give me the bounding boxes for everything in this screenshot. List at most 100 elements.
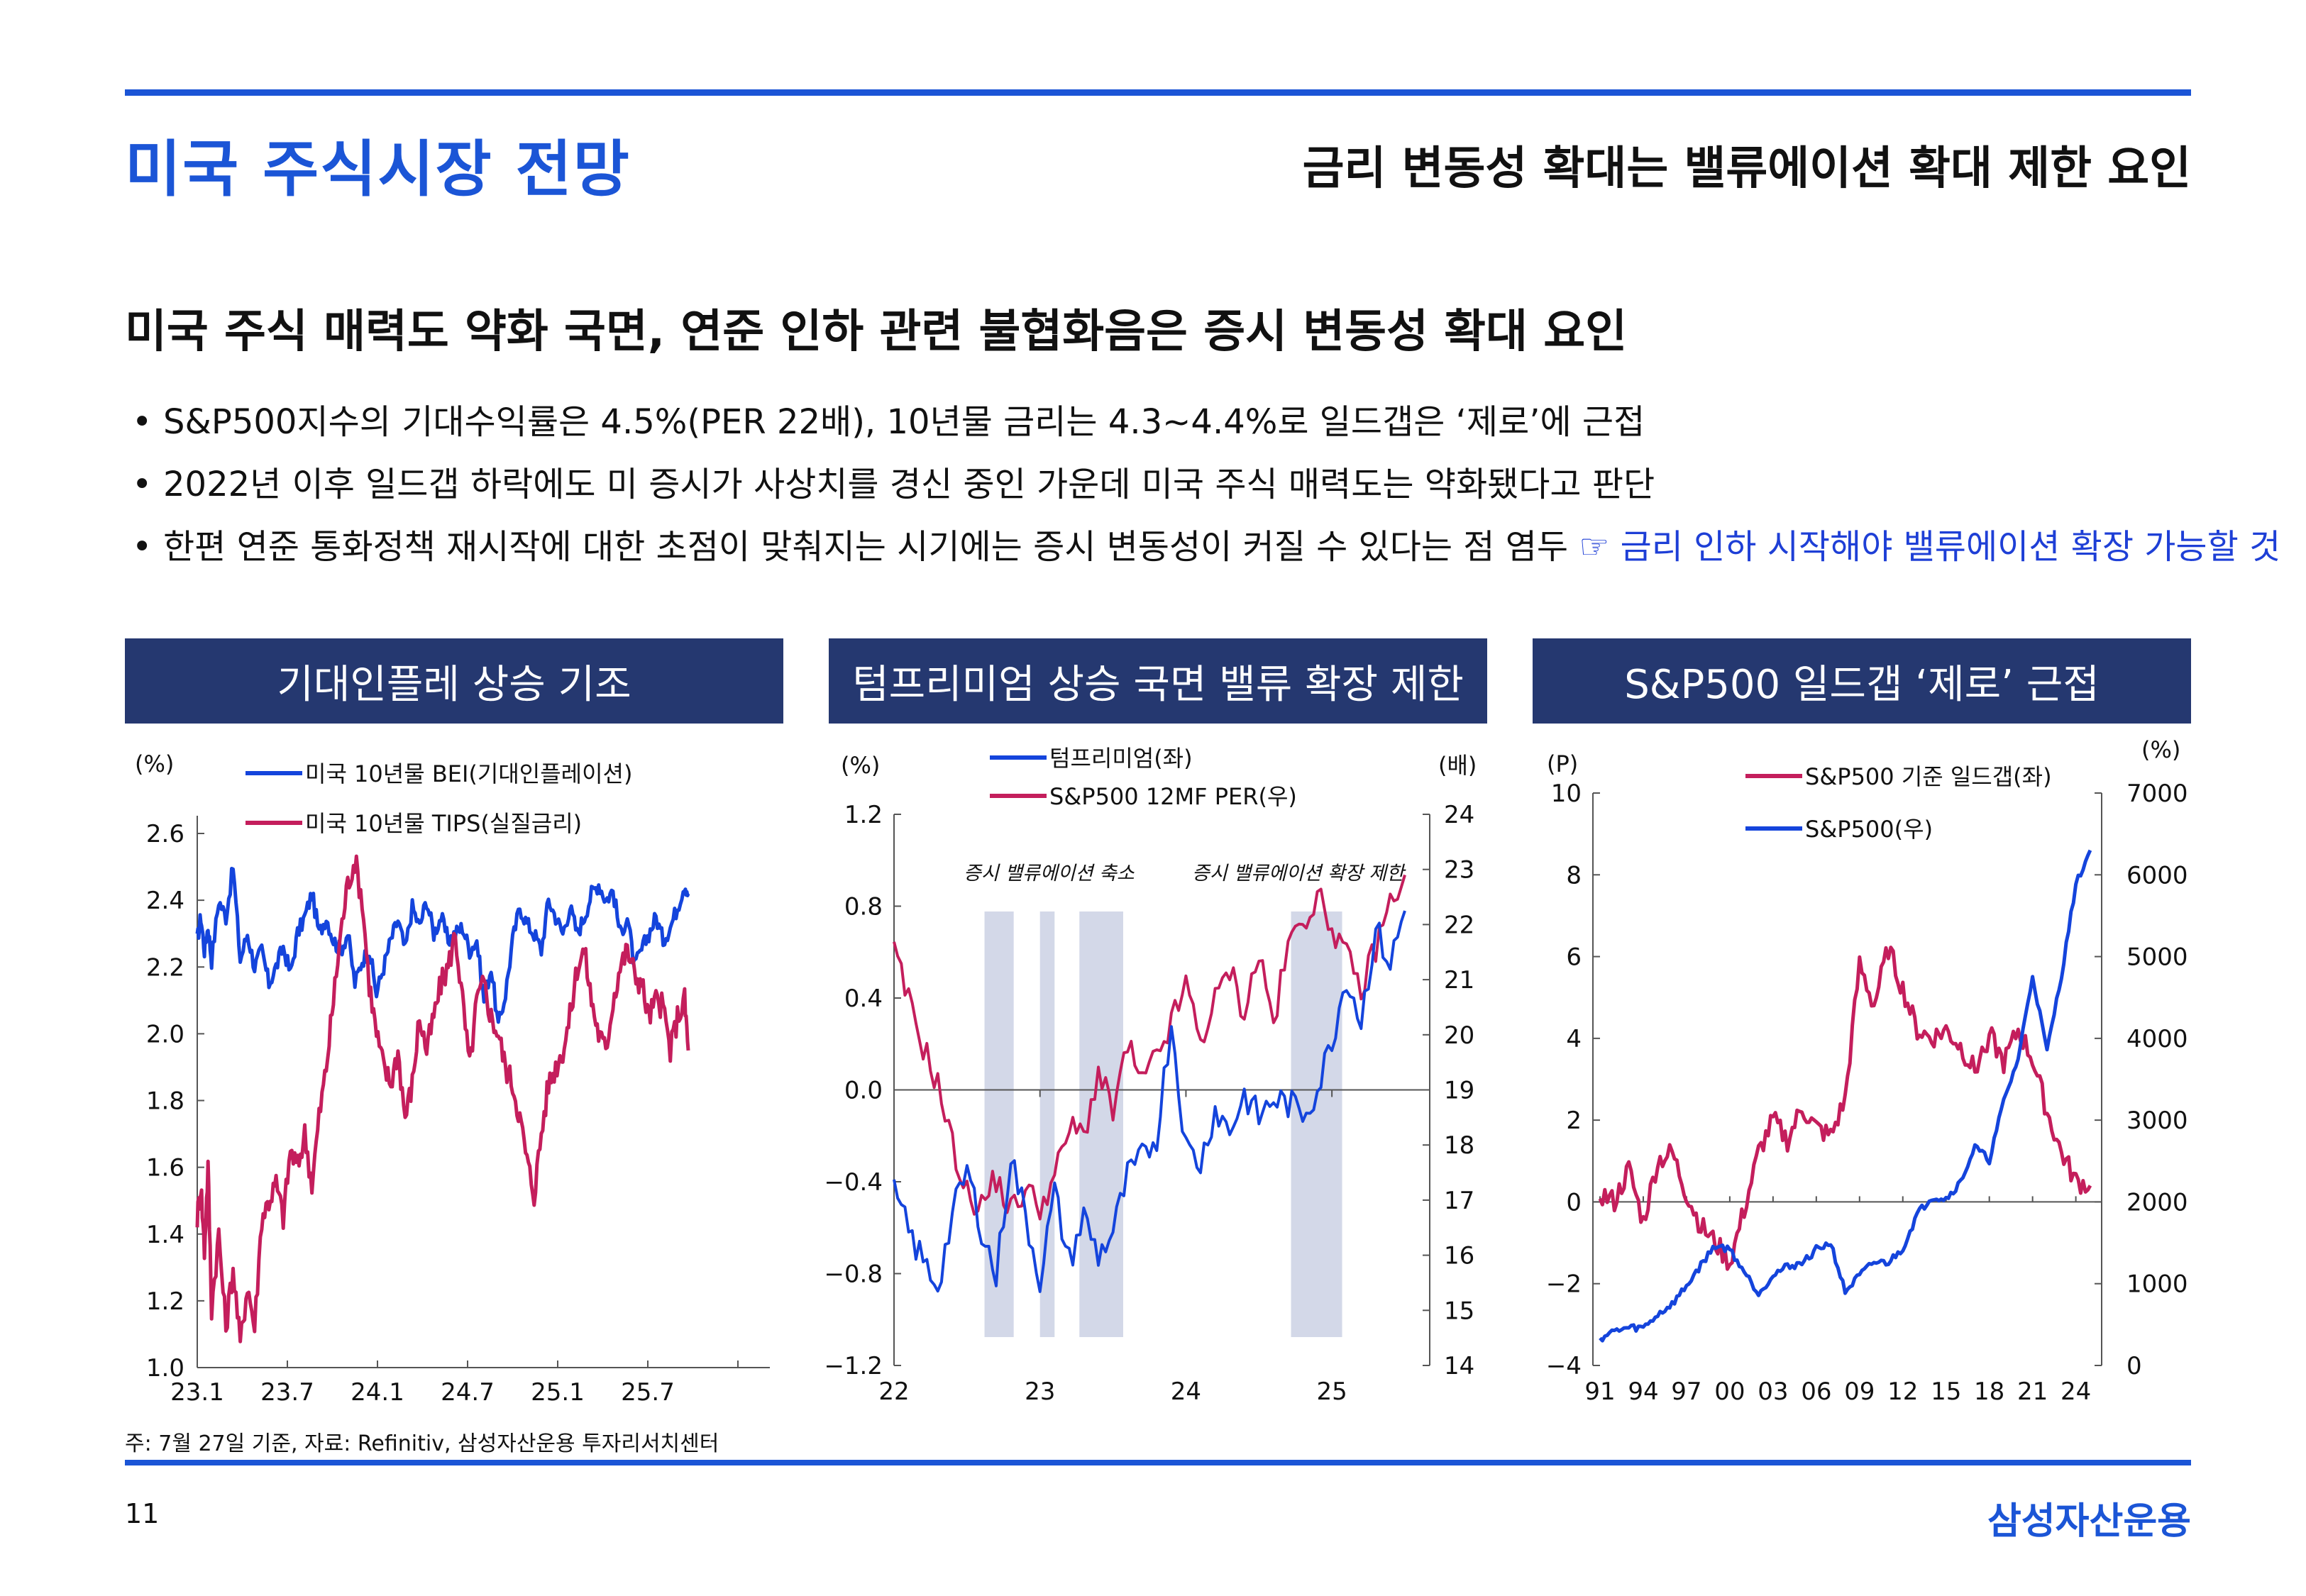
x-tick-label: 25.1 <box>531 1378 585 1407</box>
y-tick-label: 1.8 <box>146 1087 184 1116</box>
bottom-rule <box>125 1460 2191 1465</box>
x-tick-label: 97 <box>1671 1378 1701 1406</box>
source-note: 주: 7월 27일 기준, 자료: Refinitiv, 삼성자산운용 투자리서… <box>125 1431 719 1456</box>
series-line-per <box>893 874 1406 1221</box>
y-tick-label-left: 0 <box>1566 1188 1582 1217</box>
bullet-dot-icon: • <box>132 527 153 567</box>
y-tick-label-right: 4000 <box>2126 1025 2188 1053</box>
y-tick-label-left: −2 <box>1546 1270 1582 1299</box>
bullet-item: • 한편 연준 통화정책 재시작에 대한 초점이 맞춰지는 시기에는 증시 변동성… <box>132 522 2280 584</box>
x-tick-label: 09 <box>1844 1378 1875 1406</box>
headline: 미국 주식 매력도 약화 국면, 연준 인하 관련 불협화음은 증시 변동성 확… <box>125 306 1627 358</box>
series-line-sp500 <box>1599 849 2092 1343</box>
x-tick-label: 15 <box>1931 1378 1961 1406</box>
x-tick-label: 21 <box>2017 1378 2048 1406</box>
legend-yield-gap-label: S&P500 기준 일드갭(좌) <box>1805 763 2052 790</box>
y-tick-label-right: 3000 <box>2126 1107 2188 1135</box>
x-tick-label: 00 <box>1714 1378 1745 1406</box>
chart-term-premium: (%) (배) 1.2 0.8 0.4 0.0 −0.4 −0.8 −1.2 24 23 22 21 20… <box>827 745 1477 1406</box>
x-tick-label: 91 <box>1584 1378 1615 1406</box>
y-tick-label-right: 1000 <box>2126 1270 2188 1299</box>
panel-title-yield-gap: S&P500 일드갭 ‘제로’ 근접 <box>1533 638 2191 724</box>
x-tick-label: 24.7 <box>441 1378 495 1407</box>
bullet-text: 한편 연준 통화정책 재시작에 대한 초점이 맞춰지는 시기에는 증시 변동성이… <box>163 527 1569 567</box>
shaded-region <box>984 911 1014 1337</box>
x-tick-label: 12 <box>1887 1378 1918 1406</box>
page-number: 11 <box>125 1498 160 1529</box>
legend-term-premium-label: 텀프리미엄(좌) <box>1049 745 1193 772</box>
y-tick-label-right: 22 <box>1444 911 1474 939</box>
y-tick-label-right: 18 <box>1444 1131 1474 1160</box>
shaded-region <box>1291 911 1342 1337</box>
y-axis-unit-left: (P) <box>1547 750 1578 777</box>
y-tick-label-left: −4 <box>1546 1352 1582 1380</box>
y-tick-label-right: 16 <box>1444 1242 1474 1270</box>
y-tick-label-right: 19 <box>1444 1077 1474 1105</box>
y-tick-label-right: 24 <box>1444 801 1474 829</box>
top-rule <box>125 89 2191 96</box>
bullet-item: • S&P500지수의 기대수익률은 4.5%(PER 22배), 10년물 금리… <box>132 397 2225 460</box>
bullet-dot-icon: • <box>132 402 153 442</box>
x-tick-label: 25.7 <box>621 1378 675 1407</box>
y-tick-label: 2.6 <box>146 820 184 848</box>
y-tick-label-left: 6 <box>1566 943 1582 972</box>
y-tick-label: 1.2 <box>146 1287 184 1316</box>
bullet-item: • 2022년 이후 일드갭 하락에도 미 증시가 사상치를 경신 중인 가운데 … <box>132 460 2225 522</box>
y-tick-label: 2.0 <box>146 1020 184 1048</box>
x-tick-label: 03 <box>1758 1378 1788 1406</box>
y-tick-label-left: −0.8 <box>827 1260 883 1289</box>
y-tick-label-left: 4 <box>1566 1025 1582 1053</box>
y-axis-unit-right: (배) <box>1438 752 1477 779</box>
y-tick-label-left: 0.4 <box>844 985 883 1013</box>
y-axis-unit-right: (%) <box>2141 736 2180 763</box>
y-tick-label-left: 0.0 <box>844 1077 883 1105</box>
x-tick-label: 23.7 <box>260 1378 314 1407</box>
legend-sp500-label: S&P500(우) <box>1805 816 1933 843</box>
x-tick-label: 23 <box>1025 1378 1055 1406</box>
series-line-yield-gap <box>1598 946 2092 1271</box>
annotation-valuation-limit: 증시 밸류에이션 확장 제한 <box>1192 863 1406 885</box>
chart-inflation: (%) 2.6 2.4 2.2 2.0 1.8 1.6 1.4 1.2 1.023.1 23.7 24… <box>135 750 770 1407</box>
x-tick-label: 24.1 <box>351 1378 404 1407</box>
y-tick-label: 2.4 <box>146 887 184 915</box>
series-line-bei <box>195 867 690 1024</box>
y-tick-label-right: 20 <box>1444 1021 1474 1050</box>
y-tick-label-left: 8 <box>1566 861 1582 890</box>
x-tick-label: 24 <box>2060 1378 2091 1406</box>
bullet-dot-icon: • <box>132 465 153 504</box>
y-tick-label-left: −1.2 <box>827 1352 883 1380</box>
legend-tips-label: 미국 10년물 TIPS(실질금리) <box>305 810 582 837</box>
x-tick-label: 23.1 <box>170 1378 224 1407</box>
y-tick-label: 1.4 <box>146 1221 184 1249</box>
y-tick-label-right: 21 <box>1444 966 1474 994</box>
y-tick-label-right: 15 <box>1444 1297 1474 1325</box>
y-tick-label-left: 0.8 <box>844 893 883 921</box>
y-tick-label-right: 5000 <box>2126 943 2188 972</box>
legend-per-label: S&P500 12MF PER(우) <box>1049 783 1297 810</box>
bullet-text: 2022년 이후 일드갭 하락에도 미 증시가 사상치를 경신 중인 가운데 미… <box>163 465 1655 504</box>
x-tick-label: 94 <box>1628 1378 1658 1406</box>
page-subtitle: 금리 변동성 확대는 밸류에이션 확대 제한 요인 <box>1302 143 2191 195</box>
page-title: 미국 주식시장 전망 <box>125 134 631 205</box>
y-tick-label-left: 1.2 <box>844 801 883 829</box>
y-tick-label-right: 23 <box>1444 856 1474 885</box>
y-tick-label: 2.2 <box>146 953 184 982</box>
panel-title-term-premium: 텀프리미엄 상승 국면 밸류 확장 제한 <box>829 638 1487 724</box>
y-tick-label-left: −0.4 <box>827 1168 883 1197</box>
annotation-valuation-shrink: 증시 밸류에이션 축소 <box>964 863 1135 885</box>
x-tick-label: 24 <box>1171 1378 1201 1406</box>
y-tick-label-right: 7000 <box>2126 780 2188 808</box>
series-line-term-premium <box>893 910 1406 1293</box>
y-axis-unit-left: (%) <box>841 752 880 779</box>
bullet-text: S&P500지수의 기대수익률은 4.5%(PER 22배), 10년물 금리는… <box>163 402 1645 442</box>
panel-title-inflation: 기대인플레 상승 기조 <box>125 638 783 724</box>
shaded-region <box>1079 911 1123 1337</box>
y-tick-label-right: 6000 <box>2126 861 2188 890</box>
y-axis-unit: (%) <box>135 750 174 777</box>
chart-yield-gap: (P) (%) 10 8 6 4 2 0 −2 −4 7000 6000 5000 4000 3000 200… <box>1546 736 2188 1406</box>
y-tick-label-left: 10 <box>1551 780 1582 808</box>
y-tick-label-right: 2000 <box>2126 1188 2188 1217</box>
bullet-list: • S&P500지수의 기대수익률은 4.5%(PER 22배), 10년물 금리… <box>132 397 2280 584</box>
shaded-region <box>1039 911 1055 1337</box>
y-tick-label-right: 14 <box>1444 1352 1474 1380</box>
